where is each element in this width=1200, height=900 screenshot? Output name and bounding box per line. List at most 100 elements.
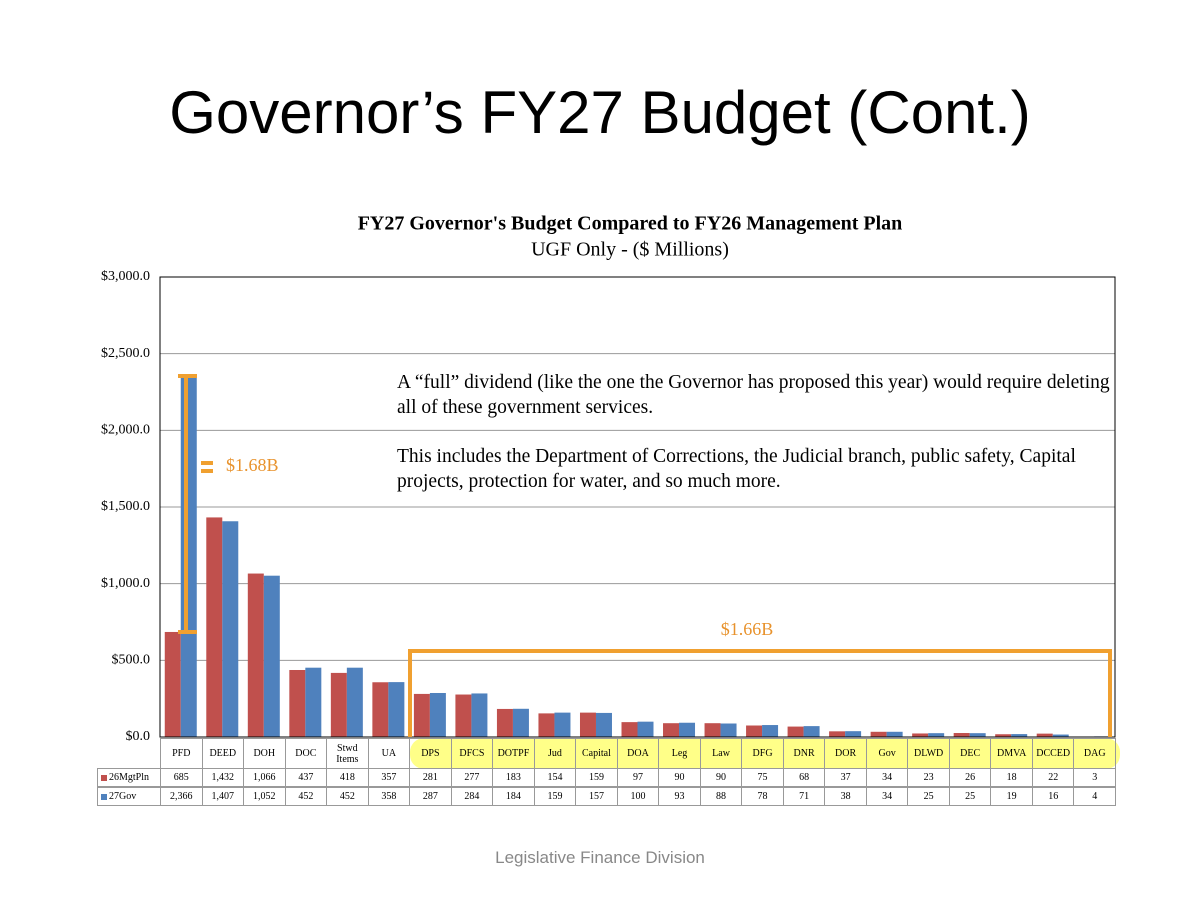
legend-key bbox=[101, 793, 107, 800]
bar bbox=[746, 725, 763, 737]
data-label: 184 bbox=[492, 787, 535, 806]
x-tick-label: Leg bbox=[658, 738, 701, 769]
x-tick-label: DAG bbox=[1073, 738, 1116, 769]
bar bbox=[595, 712, 612, 737]
bar bbox=[388, 682, 405, 737]
bar bbox=[787, 726, 804, 737]
data-label: 34 bbox=[865, 768, 909, 787]
data-label: 452 bbox=[284, 787, 328, 806]
plot-border bbox=[159, 276, 1116, 738]
bar bbox=[372, 682, 389, 737]
bar bbox=[263, 575, 280, 737]
bar bbox=[164, 631, 181, 737]
data-label: 90 bbox=[699, 768, 743, 787]
bar bbox=[720, 723, 737, 737]
x-tick-label: DMVA bbox=[990, 738, 1033, 769]
bar bbox=[206, 517, 223, 737]
data-label: 3 bbox=[1073, 768, 1116, 787]
legend-entry: 27Gov bbox=[97, 787, 161, 806]
data-label: 75 bbox=[741, 768, 784, 787]
x-tick-label: Jud bbox=[533, 738, 577, 769]
highlight bbox=[410, 738, 1120, 769]
bar bbox=[579, 712, 596, 737]
x-tick-label: DLWD bbox=[907, 738, 950, 769]
x-tick-label: DFG bbox=[741, 738, 784, 769]
data-label: 93 bbox=[658, 787, 701, 806]
bar bbox=[704, 723, 721, 737]
y-tick-label: $3,000.0 bbox=[101, 269, 150, 284]
bar bbox=[429, 692, 446, 737]
x-tick-label: Stwd Items bbox=[326, 738, 369, 769]
data-label: 90 bbox=[658, 768, 701, 787]
annotation: $1.68B bbox=[226, 455, 279, 475]
bar bbox=[222, 521, 239, 737]
y-tick-label: $2,500.0 bbox=[101, 346, 150, 361]
data-label: 34 bbox=[865, 787, 909, 806]
y-tick-label: $1,500.0 bbox=[101, 499, 150, 514]
y-tick-label: $500.0 bbox=[112, 653, 151, 668]
bar bbox=[330, 672, 347, 737]
data-label: 157 bbox=[575, 787, 618, 806]
x-tick-label: Gov bbox=[865, 738, 909, 769]
data-label: 277 bbox=[450, 768, 494, 787]
data-label: 685 bbox=[160, 768, 203, 787]
bar bbox=[1036, 733, 1053, 737]
bar bbox=[969, 733, 986, 737]
data-label: 154 bbox=[533, 768, 577, 787]
data-label: 1,052 bbox=[243, 787, 286, 806]
legend-label: 27Gov bbox=[109, 791, 137, 802]
bar bbox=[928, 733, 945, 737]
y-tick-label: $0.0 bbox=[126, 729, 151, 744]
bar bbox=[247, 573, 264, 737]
bar bbox=[289, 669, 306, 737]
data-label: 4 bbox=[1073, 787, 1116, 806]
annotation: This includes the Department of Correcti… bbox=[397, 446, 1076, 492]
data-label: 78 bbox=[741, 787, 784, 806]
x-tick-label: PFD bbox=[160, 738, 203, 769]
x-tick-label: DNR bbox=[782, 738, 826, 769]
x-tick-label: UA bbox=[367, 738, 411, 769]
bar bbox=[413, 693, 430, 737]
data-label: 97 bbox=[616, 768, 660, 787]
data-label: 284 bbox=[450, 787, 494, 806]
x-tick-label: DPS bbox=[409, 738, 452, 769]
bar bbox=[305, 667, 322, 737]
bar bbox=[538, 713, 555, 737]
bar bbox=[496, 708, 513, 737]
x-tick-label: DOC bbox=[284, 738, 328, 769]
bar bbox=[180, 374, 197, 737]
data-label: 281 bbox=[409, 768, 452, 787]
y-tick-label: $1,000.0 bbox=[101, 576, 150, 591]
bar bbox=[1011, 734, 1028, 737]
data-label: 437 bbox=[284, 768, 328, 787]
data-label: 18 bbox=[990, 768, 1033, 787]
x-tick-label: DOH bbox=[243, 738, 286, 769]
annotation: $1.66B bbox=[721, 619, 774, 639]
bar bbox=[845, 731, 862, 737]
data-label: 88 bbox=[699, 787, 743, 806]
data-label: 37 bbox=[824, 768, 867, 787]
data-label: 1,407 bbox=[201, 787, 245, 806]
data-label: 1,066 bbox=[243, 768, 286, 787]
y-tick-label: $2,000.0 bbox=[101, 423, 150, 438]
data-label: 26 bbox=[948, 768, 992, 787]
footer: Legislative Finance Division bbox=[495, 848, 705, 867]
data-label: 16 bbox=[1031, 787, 1075, 806]
x-tick-label: DFCS bbox=[450, 738, 494, 769]
data-label: 357 bbox=[367, 768, 411, 787]
data-label: 358 bbox=[367, 787, 411, 806]
slide-title: Governor’s FY27 Budget (Cont.) bbox=[169, 79, 1031, 146]
bracket bbox=[408, 649, 1112, 737]
x-tick-label: DOTPF bbox=[492, 738, 535, 769]
bar bbox=[762, 725, 779, 737]
bar bbox=[870, 731, 887, 737]
data-label: 22 bbox=[1031, 768, 1075, 787]
legend-entry: 26MgtPln bbox=[97, 768, 161, 787]
legend-label: 26MgtPln bbox=[109, 772, 150, 783]
bar bbox=[512, 708, 529, 737]
data-label: 452 bbox=[326, 787, 369, 806]
bar bbox=[803, 726, 820, 737]
bar bbox=[621, 722, 638, 737]
